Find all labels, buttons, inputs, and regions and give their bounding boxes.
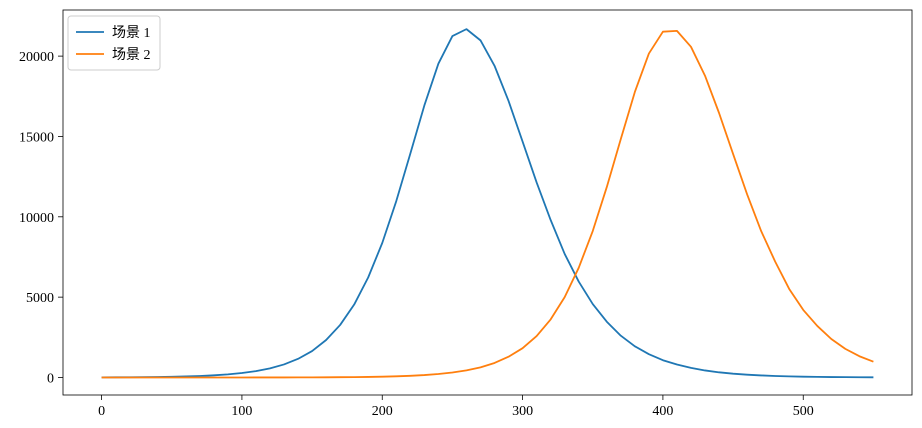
data-line (101, 28, 874, 379)
y-tick-label: 10000 (19, 211, 54, 226)
x-tick-label: 200 (372, 404, 393, 419)
x-tick-label: 500 (793, 404, 814, 419)
legend-label: 场景 1 (112, 25, 151, 41)
plot-area (63, 10, 912, 395)
legend: 场景 1 场景 2 (67, 15, 161, 71)
y-tick-label: 15000 (19, 130, 54, 145)
y-tick-label: 0 (47, 371, 54, 386)
x-tick-label: 0 (98, 404, 105, 419)
legend-box (67, 15, 161, 71)
x-tick-label: 400 (652, 404, 673, 419)
y-tick-label: 5000 (26, 291, 54, 306)
legend-label: 场景 2 (112, 47, 151, 63)
x-tick-label: 100 (231, 404, 252, 419)
x-tick-label: 300 (512, 404, 533, 419)
plot-frame (62, 9, 913, 396)
y-tick-label: 20000 (19, 50, 54, 65)
data-line (101, 29, 874, 379)
